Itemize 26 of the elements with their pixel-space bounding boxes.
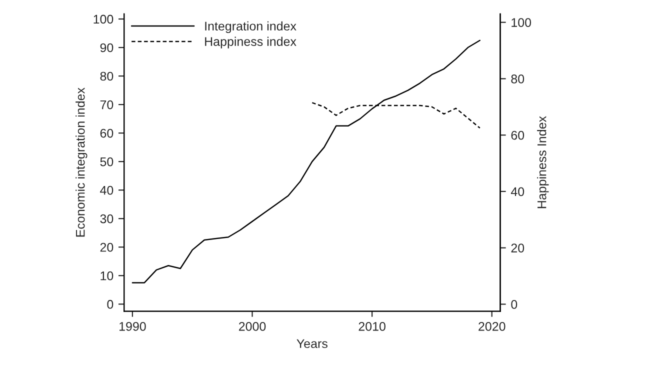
legend-label: Integration index xyxy=(205,21,296,34)
y-tick-label: 60 xyxy=(100,128,114,138)
y2-tick-label: 0 xyxy=(511,300,518,309)
y-tick-label: 30 xyxy=(100,214,114,224)
legend-label: Happiness index xyxy=(205,36,296,48)
x-tick-label: 1990 xyxy=(120,322,146,331)
y2-tick-label: 100 xyxy=(512,18,532,27)
y2-tick-label: 20 xyxy=(511,244,524,252)
y-tick-label: 10 xyxy=(100,271,114,280)
y2-tick-label: 80 xyxy=(511,74,524,84)
x-axis-title: Years xyxy=(296,339,328,348)
y-tick-label: 70 xyxy=(100,100,114,110)
y-tick-label: 90 xyxy=(100,43,114,52)
y-tick-label: 0 xyxy=(107,300,114,309)
y2-tick-label: 60 xyxy=(511,130,524,140)
x-tick-label: 2010 xyxy=(358,322,386,331)
y2-axis-title: Happiness Index xyxy=(537,116,549,208)
x-tick-label: 2020 xyxy=(478,322,506,331)
x-tick-label: 2000 xyxy=(238,322,266,331)
y2-tick-label: 40 xyxy=(510,187,524,196)
y-axis-title: Economic integration index xyxy=(76,88,88,237)
y-tick-label: 80 xyxy=(100,72,114,81)
y-tick-label: 40 xyxy=(100,186,114,195)
y-tick-label: 100 xyxy=(94,14,114,24)
y-tick-label: 50 xyxy=(100,157,114,166)
y-tick-label: 20 xyxy=(100,242,114,252)
